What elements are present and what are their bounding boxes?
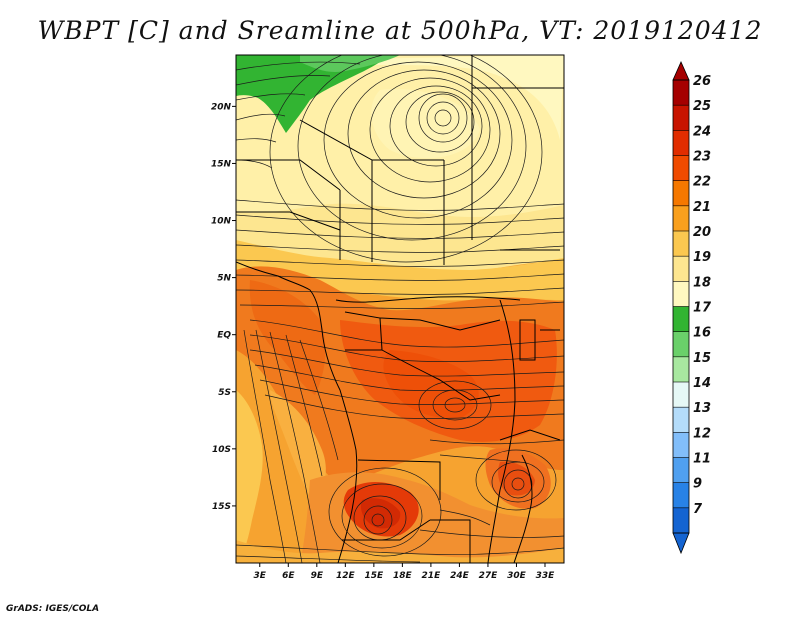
- longitude-axis: 3E 6E 9E 12E 15E 18E 21E 24E 27E 30E 33E: [254, 563, 556, 581]
- lat-tick-label: 10N: [211, 217, 232, 227]
- lat-tick-label: 5N: [217, 274, 231, 284]
- map-frame: [235, 54, 565, 564]
- colorbar-label: 9: [693, 477, 702, 492]
- colorbar-label: 17: [693, 301, 712, 316]
- lat-tick-label: 15S: [212, 502, 231, 512]
- colorbar-label: 11: [693, 452, 711, 467]
- lon-tick-label: 6E: [282, 571, 295, 581]
- lon-tick-label: 12E: [336, 571, 356, 581]
- lat-tick-label: 15N: [211, 159, 232, 169]
- colorbar-label: 12: [693, 426, 711, 441]
- colorbar-segment: [673, 281, 689, 307]
- colorbar-label: 21: [693, 200, 711, 215]
- map-title: WBPT [C] and Sreamline at 500hPa, VT: 20…: [37, 16, 763, 45]
- lon-tick-label: 15E: [365, 571, 385, 581]
- streamlines: [236, 55, 564, 563]
- colorbar-segment: [673, 256, 689, 282]
- colorbar-segment: [673, 155, 689, 181]
- colorbar-segment: [673, 205, 689, 232]
- colorbar-min-arrow: [672, 532, 690, 555]
- colorbar-max-arrow: [672, 61, 690, 81]
- colorbar-label: 22: [693, 175, 711, 190]
- lon-tick-label: 30E: [507, 571, 527, 581]
- lat-tick-label: EQ: [217, 331, 231, 341]
- colorbar-label: 16: [693, 326, 711, 341]
- lon-tick-label: 24E: [450, 571, 470, 581]
- wbpt-shading: [236, 55, 564, 563]
- colorbar-segment: [673, 306, 689, 332]
- colorbar: 26 25 24 23 22 21 20 19 18 17 16 15 14 13 12 11 9 7: [672, 61, 712, 555]
- lon-tick-label: 9E: [311, 571, 324, 581]
- colorbar-segment: [673, 382, 689, 408]
- lon-tick-label: 18E: [393, 571, 413, 581]
- colorbar-segment: [673, 356, 689, 383]
- lat-tick-label: 10S: [212, 445, 231, 455]
- colorbar-segment: [673, 231, 689, 257]
- latitude-axis: 20N 15N 10N 5N EQ 5S 10S 15S: [211, 102, 236, 512]
- colorbar-segment: [673, 407, 689, 433]
- colorbar-segment: [673, 432, 689, 458]
- colorbar-segment: [673, 457, 689, 483]
- colorbar-segment: [673, 130, 689, 156]
- lon-tick-label: 33E: [536, 571, 556, 581]
- colorbar-label: 20: [693, 225, 711, 240]
- colorbar-label: 23: [693, 150, 711, 165]
- lat-tick-label: 20N: [211, 102, 232, 112]
- colorbar-segment: [673, 331, 689, 358]
- lat-tick-label: 5S: [218, 388, 231, 398]
- colorbar-label: 7: [693, 502, 703, 517]
- lon-tick-label: 3E: [254, 571, 267, 581]
- colorbar-segment: [673, 180, 689, 207]
- colorbar-segment: [673, 507, 689, 534]
- grads-credit: GrADS: IGES/COLA: [6, 604, 100, 614]
- colorbar-label: 15: [693, 351, 711, 366]
- colorbar-label: 24: [693, 124, 711, 139]
- colorbar-segment: [673, 105, 689, 131]
- colorbar-label: 18: [693, 275, 711, 290]
- colorbar-segment: [673, 80, 689, 106]
- lon-tick-label: 21E: [422, 571, 442, 581]
- colorbar-segment: [673, 482, 689, 509]
- lon-tick-label: 27E: [479, 571, 499, 581]
- colorbar-label: 25: [693, 99, 711, 114]
- colorbar-label: 13: [693, 401, 711, 416]
- colorbar-label: 14: [693, 376, 711, 391]
- colorbar-label: 26: [693, 74, 711, 89]
- country-borders: [236, 55, 564, 563]
- colorbar-label: 19: [693, 250, 711, 265]
